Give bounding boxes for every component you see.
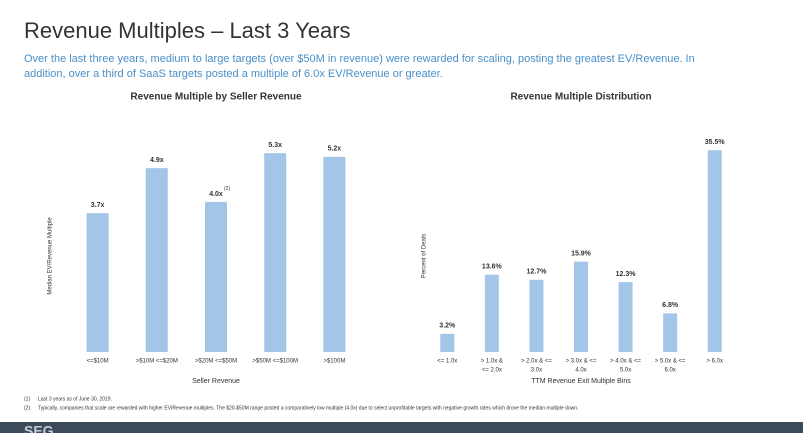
x-axis-title: TTM Revenue Exit Multiple Bins [531,378,631,385]
annotation: (2) [224,186,230,192]
data-label: 5.3x [268,142,282,149]
bar [574,261,588,352]
x-tick-label: >$100M [323,359,345,365]
footnote-marker: (1) [24,396,30,402]
bar [323,156,346,352]
x-tick-label: <= 1.0x [437,359,457,365]
y-axis-title: Median EV/Revenue Multiple [48,217,54,295]
x-tick-label: <=$10M [87,359,109,365]
x-tick-label: 4.0x [575,368,586,374]
data-label: 5.2x [328,146,342,153]
data-label: 12.3% [616,271,637,278]
x-tick-label: > 4.0x & <= [610,359,641,365]
data-label: 15.9% [571,250,592,257]
data-label: 3.2% [439,323,456,330]
data-label: 6.8% [662,302,679,309]
x-tick-label: <= 2.0x [482,368,502,374]
data-label: 4.0x [209,191,223,198]
data-label: 13.6% [482,264,503,271]
x-tick-label: > 6.0x [706,359,723,365]
bar [440,333,455,352]
bar [205,201,227,352]
slide-title: Revenue Multiples – Last 3 Years [24,18,351,43]
x-tick-label: >$10M <=$20M [136,359,178,365]
subtitle: Over the last three years, medium to lar… [24,53,695,65]
bar [264,153,287,352]
y-axis-title: Percent of Deals [422,234,428,278]
data-label: 12.7% [526,269,547,276]
footer-band [0,422,803,433]
data-label: 4.9x [150,157,164,164]
bar [529,279,544,352]
data-label: 3.7x [91,202,105,209]
x-tick-label: > 5.0x & <= [655,359,686,365]
x-tick-label: > 3.0x & <= [566,359,597,365]
bar [618,282,633,352]
bar [484,274,499,352]
x-tick-label: 5.0x [620,368,631,374]
bar [707,150,722,352]
footnote-marker: (2) [24,405,30,411]
logo: SEG [24,423,54,433]
footnote: Typically, companies that scale are rewa… [38,405,578,411]
x-tick-label: > 2.0x & <= [521,359,552,365]
x-tick-label: 3.0x [531,368,542,374]
bar [86,213,109,352]
bar [145,168,168,352]
data-label: 35.5% [705,139,726,146]
x-tick-label: >$20M <=$50M [195,359,237,365]
chart-title: Revenue Multiple Distribution [510,92,651,103]
x-axis-title: Seller Revenue [192,378,240,385]
x-tick-label: >$50M <=$100M [252,359,298,365]
footnote: Last 3 years as of June 30, 2019. [38,396,112,402]
x-tick-label: > 1.0x & [481,359,503,365]
subtitle: addition, over a third of SaaS targets p… [24,68,443,80]
chart-title: Revenue Multiple by Seller Revenue [130,92,302,103]
x-tick-label: 6.0x [664,368,675,374]
bar [663,313,678,352]
